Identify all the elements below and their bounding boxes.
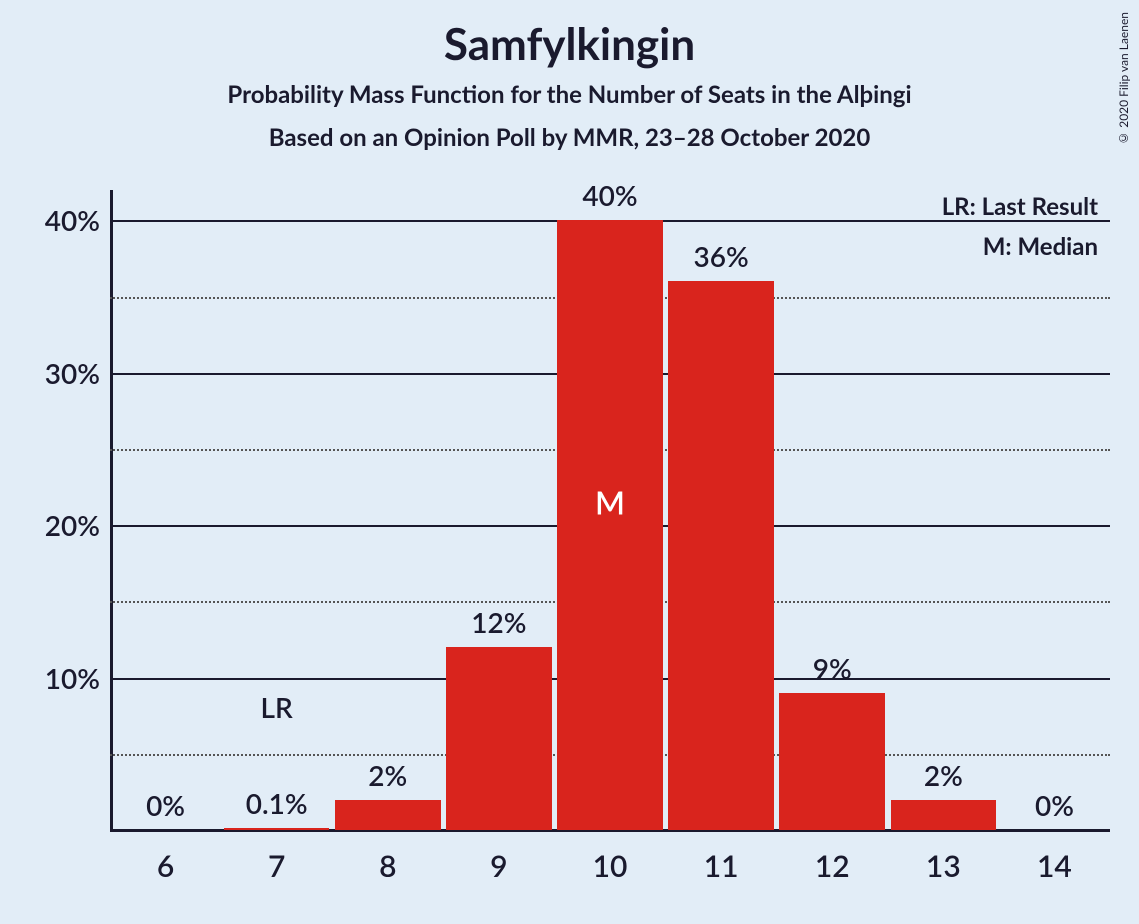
bar xyxy=(224,828,330,830)
bar-value-label: 0% xyxy=(106,788,226,822)
x-tick-label: 8 xyxy=(338,848,438,884)
x-tick-label: 13 xyxy=(893,848,993,884)
bar-value-label: 9% xyxy=(772,651,892,685)
bar-value-label: 2% xyxy=(328,758,448,792)
chart-area: 0%0.1%2%12%40%36%9%2%0%LRM 10%20%30%40% … xyxy=(40,190,1110,890)
y-tick-label: 20% xyxy=(45,508,100,542)
y-tick-label: 30% xyxy=(45,356,100,390)
x-tick-label: 7 xyxy=(227,848,327,884)
title-block: Samfylkingin Probability Mass Function f… xyxy=(0,0,1139,152)
bar-annotation: LR xyxy=(217,690,337,724)
median-marker: M xyxy=(595,483,625,522)
y-tick-label: 40% xyxy=(45,203,100,237)
bar xyxy=(557,220,663,830)
x-tick-label: 9 xyxy=(449,848,549,884)
bar-value-label: 0.1% xyxy=(217,786,337,820)
chart-subtitle-2: Based on an Opinion Poll by MMR, 23–28 O… xyxy=(0,123,1139,152)
bar xyxy=(891,800,997,830)
y-tick-label: 10% xyxy=(45,661,100,695)
bar-value-label: 40% xyxy=(550,178,670,212)
x-tick-label: 12 xyxy=(782,848,882,884)
bar xyxy=(335,800,441,830)
x-tick-label: 10 xyxy=(560,848,660,884)
x-tick-label: 11 xyxy=(671,848,771,884)
copyright-text: © 2020 Filip van Laenen xyxy=(1116,12,1131,146)
bar-value-label: 0% xyxy=(994,788,1114,822)
legend-lr: LR: Last Result xyxy=(942,192,1098,221)
bar xyxy=(668,281,774,830)
bar-value-label: 12% xyxy=(439,605,559,639)
plot-area: 0%0.1%2%12%40%36%9%2%0%LRM xyxy=(110,190,1110,830)
legend-m: M: Median xyxy=(983,232,1098,261)
x-tick-label: 6 xyxy=(116,848,216,884)
bar-value-label: 36% xyxy=(661,239,781,273)
bar xyxy=(446,647,552,830)
bar-value-label: 2% xyxy=(883,758,1003,792)
x-tick-label: 14 xyxy=(1004,848,1104,884)
chart-title: Samfylkingin xyxy=(0,18,1139,70)
bar xyxy=(779,693,885,830)
chart-subtitle: Probability Mass Function for the Number… xyxy=(0,80,1139,109)
